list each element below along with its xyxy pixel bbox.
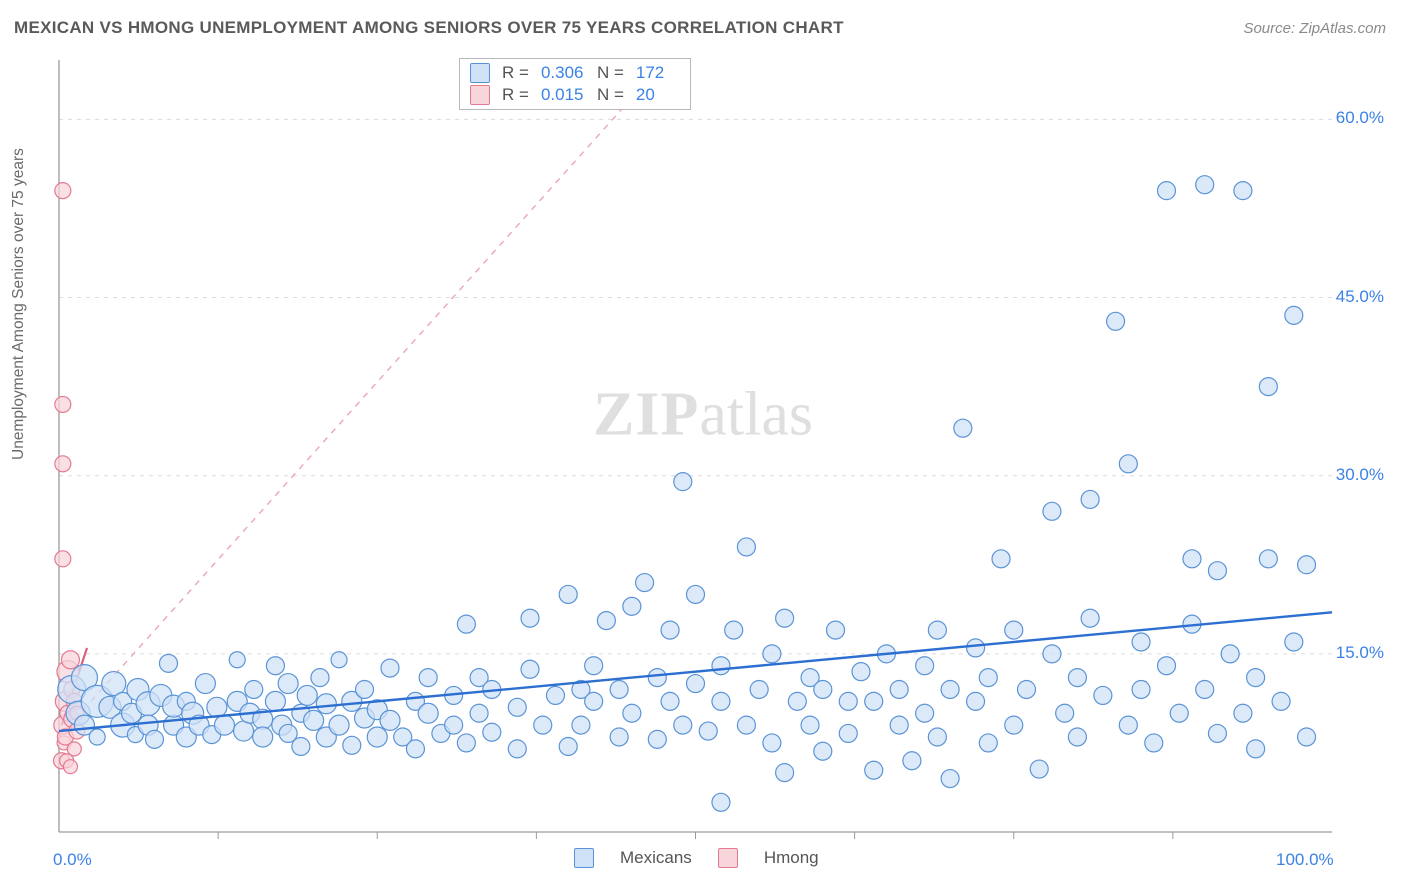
y-tick-label: 45.0% — [1336, 287, 1384, 307]
scatter-chart — [14, 50, 1392, 880]
series-legend: Mexicans Hmong — [574, 848, 819, 868]
swatch-icon — [470, 63, 490, 83]
swatch-icon — [574, 848, 594, 868]
x-tick-label: 100.0% — [1276, 850, 1334, 870]
y-tick-label: 60.0% — [1336, 108, 1384, 128]
y-tick-label: 30.0% — [1336, 465, 1384, 485]
legend-label-mexicans: Mexicans — [620, 848, 692, 868]
swatch-icon — [470, 85, 490, 105]
chart-title: MEXICAN VS HMONG UNEMPLOYMENT AMONG SENI… — [14, 18, 844, 38]
x-tick-label: 0.0% — [53, 850, 92, 870]
y-tick-label: 15.0% — [1336, 643, 1384, 663]
legend-label-hmong: Hmong — [764, 848, 819, 868]
source-attribution: Source: ZipAtlas.com — [1243, 20, 1386, 37]
correlation-legend: R = 0.306 N = 172 R = 0.015 N = 20 — [459, 58, 691, 110]
legend-row-hmong: R = 0.015 N = 20 — [466, 84, 684, 106]
legend-row-mexicans: R = 0.306 N = 172 — [466, 62, 684, 84]
chart-container: Unemployment Among Seniors over 75 years… — [14, 50, 1392, 880]
swatch-icon — [718, 848, 738, 868]
